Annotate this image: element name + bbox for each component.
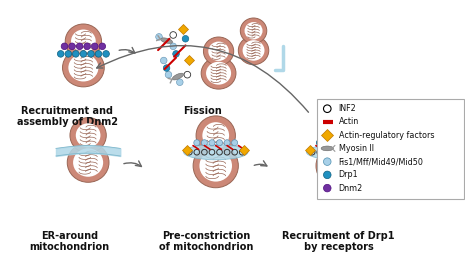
Ellipse shape [196,116,236,155]
Ellipse shape [70,118,106,153]
Ellipse shape [316,144,361,188]
Text: INF2: INF2 [338,104,356,113]
Circle shape [84,43,91,50]
Ellipse shape [71,29,96,53]
Circle shape [57,51,64,57]
Circle shape [165,71,172,78]
Text: Recruitment and
assembly of Dnm2: Recruitment and assembly of Dnm2 [17,106,118,128]
Circle shape [80,51,87,57]
Circle shape [61,43,68,50]
Circle shape [323,184,331,192]
Ellipse shape [63,49,104,87]
Text: Myosin II: Myosin II [338,144,374,153]
Ellipse shape [68,54,99,82]
Ellipse shape [307,145,371,160]
Circle shape [170,43,176,50]
Ellipse shape [76,123,100,147]
Text: Drp1: Drp1 [338,170,358,179]
Ellipse shape [325,122,352,149]
Circle shape [331,139,338,146]
Text: Actin-regulatory factors: Actin-regulatory factors [338,131,434,140]
Circle shape [155,34,162,40]
Ellipse shape [193,144,238,188]
Circle shape [103,51,109,57]
Circle shape [176,79,183,86]
Text: Dnm2: Dnm2 [338,184,363,193]
Circle shape [65,51,72,57]
Circle shape [194,140,200,146]
Ellipse shape [201,57,236,89]
Circle shape [323,158,331,165]
Ellipse shape [321,146,333,151]
Ellipse shape [202,122,229,149]
Circle shape [339,139,346,146]
Circle shape [99,43,106,50]
Ellipse shape [203,37,234,66]
Circle shape [88,51,94,57]
Ellipse shape [245,22,263,39]
Circle shape [323,171,331,179]
Ellipse shape [65,24,101,58]
Ellipse shape [208,42,229,61]
Circle shape [217,140,222,146]
Ellipse shape [200,150,232,182]
Ellipse shape [67,143,109,182]
Ellipse shape [240,18,267,43]
Circle shape [163,65,170,71]
Circle shape [201,140,208,146]
Ellipse shape [319,116,358,155]
Circle shape [69,43,75,50]
Circle shape [354,139,361,146]
Ellipse shape [73,148,103,177]
Circle shape [182,36,189,42]
Ellipse shape [183,145,248,160]
Text: ER-around
mitochondrion: ER-around mitochondrion [29,231,109,252]
Circle shape [224,140,230,146]
Ellipse shape [161,38,173,43]
Circle shape [173,51,179,57]
Circle shape [324,139,330,146]
Circle shape [95,51,102,57]
Circle shape [73,51,79,57]
FancyBboxPatch shape [317,99,465,199]
Circle shape [160,57,167,64]
Ellipse shape [322,150,355,182]
Circle shape [76,43,83,50]
Text: Pre-constriction
of mitochondrion: Pre-constriction of mitochondrion [159,231,254,252]
Ellipse shape [238,36,269,65]
Circle shape [346,139,353,146]
Text: Fission: Fission [183,106,222,116]
Text: Recruitment of Drp1
by receptors: Recruitment of Drp1 by receptors [283,231,395,252]
Text: Actin: Actin [338,117,359,126]
Ellipse shape [243,40,264,61]
Ellipse shape [206,62,231,85]
Circle shape [232,140,237,146]
Text: Fis1/Mff/Mid49/Mid50: Fis1/Mff/Mid49/Mid50 [338,157,423,166]
Circle shape [91,43,98,50]
Circle shape [209,140,215,146]
Ellipse shape [172,73,183,80]
Circle shape [317,139,323,146]
